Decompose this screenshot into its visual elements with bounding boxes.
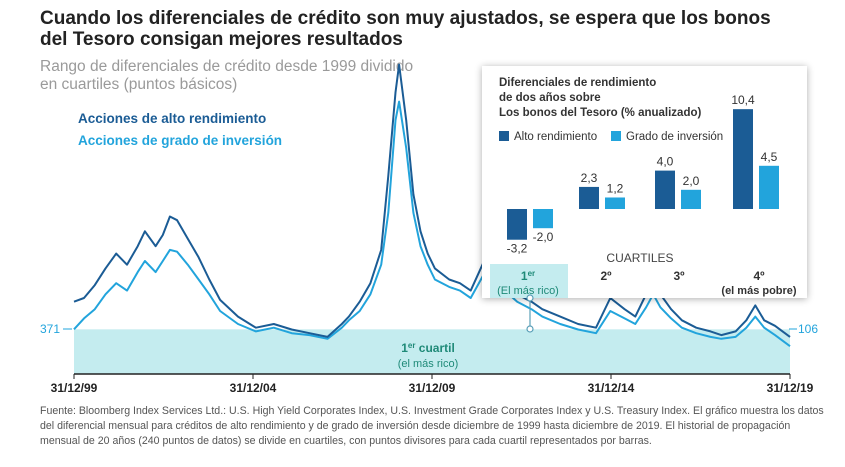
inset-title: Diferenciales de rendimiento de dos años … bbox=[499, 77, 701, 119]
inset-title-line: Los bonos del Tesoro (% anualizado) bbox=[499, 107, 701, 119]
category-label-sup: er bbox=[528, 269, 536, 278]
inset-legend-investment-grade: Grado de inversión bbox=[626, 131, 723, 143]
category-sublabel: (el más pobre) bbox=[721, 285, 797, 297]
start-value-label: 371 bbox=[40, 322, 60, 336]
category-label: 2º bbox=[600, 269, 612, 283]
category-label: 3º bbox=[673, 269, 685, 283]
bar-investment-grade bbox=[759, 165, 779, 209]
x-tick-label: 31/12/14 bbox=[588, 381, 635, 395]
bar-label-investment-grade: 4,5 bbox=[761, 150, 778, 164]
bar-investment-grade bbox=[681, 189, 701, 209]
bar-label-high-yield: -3,2 bbox=[507, 242, 528, 256]
category-label-main: 1 bbox=[521, 269, 528, 283]
band-label-ordinal: 1 bbox=[401, 341, 408, 355]
first-quartile-band bbox=[74, 329, 790, 374]
end-value-label: 106 bbox=[798, 322, 818, 336]
legend-investment-grade: Acciones de grado de inversión bbox=[78, 133, 283, 148]
inset-legend-high-yield: Alto rendimiento bbox=[514, 131, 597, 143]
inset-xlabel: CUARTILES bbox=[606, 251, 673, 265]
band-label: 1er cuartil bbox=[401, 341, 455, 355]
bar-investment-grade bbox=[533, 209, 553, 229]
legend-high-yield: Acciones de alto rendimiento bbox=[78, 111, 267, 126]
bar-label-investment-grade: 2,0 bbox=[683, 174, 700, 188]
bar-chart: Diferenciales de rendimiento de dos años … bbox=[490, 77, 797, 298]
category-label-main: 4º bbox=[753, 269, 765, 283]
source-note: Fuente: Bloomberg Index Services Ltd.: U… bbox=[40, 405, 824, 447]
x-tick-label: 31/12/19 bbox=[767, 381, 814, 395]
category-label-main: 3º bbox=[673, 269, 685, 283]
series-investment-grade-line bbox=[73, 100, 791, 348]
series-high-yield-line bbox=[73, 63, 791, 338]
bar-label-high-yield: 2,3 bbox=[581, 171, 598, 185]
x-tick-label: 31/12/99 bbox=[51, 381, 98, 395]
band-label-sup: er bbox=[408, 341, 416, 350]
line-legend: Acciones de alto rendimiento Acciones de… bbox=[78, 108, 282, 152]
inset-legend-swatch-investment-grade bbox=[611, 131, 621, 141]
chart-title: Cuando los diferenciales de crédito son … bbox=[40, 8, 771, 50]
category-label-main: 2º bbox=[600, 269, 612, 283]
inset-bar-chart-panel: Diferenciales de rendimiento de dos años … bbox=[482, 66, 807, 298]
bar-high-yield bbox=[733, 109, 753, 209]
inset-legend-swatch-high-yield bbox=[499, 131, 509, 141]
chart-subtitle: Rango de diferenciales de crédito desde … bbox=[40, 58, 414, 93]
band-label-rest: cuartil bbox=[415, 341, 454, 355]
bar-high-yield bbox=[507, 209, 527, 240]
category-label: 1er bbox=[521, 269, 535, 283]
inset-title-line: de dos años sobre bbox=[499, 92, 601, 104]
band-label-sub: (el más rico) bbox=[398, 358, 459, 370]
bar-label-high-yield: 10,4 bbox=[731, 93, 755, 107]
x-tick-label: 31/12/09 bbox=[409, 381, 456, 395]
bar-label-investment-grade: 1,2 bbox=[607, 181, 624, 195]
category-sublabel: (El más rico) bbox=[497, 285, 559, 297]
inset-legend: Alto rendimiento Grado de inversión bbox=[499, 131, 723, 143]
bar-label-high-yield: 4,0 bbox=[657, 155, 674, 169]
bar-high-yield bbox=[655, 170, 675, 209]
bar-investment-grade bbox=[605, 197, 625, 209]
category-label: 4º bbox=[753, 269, 765, 283]
bar-label-investment-grade: -2,0 bbox=[533, 230, 554, 244]
inset-title-line: Diferenciales de rendimiento bbox=[499, 77, 656, 89]
x-tick-label: 31/12/04 bbox=[230, 381, 277, 395]
bar-high-yield bbox=[579, 186, 599, 209]
first-quartile-highlight bbox=[490, 264, 568, 298]
